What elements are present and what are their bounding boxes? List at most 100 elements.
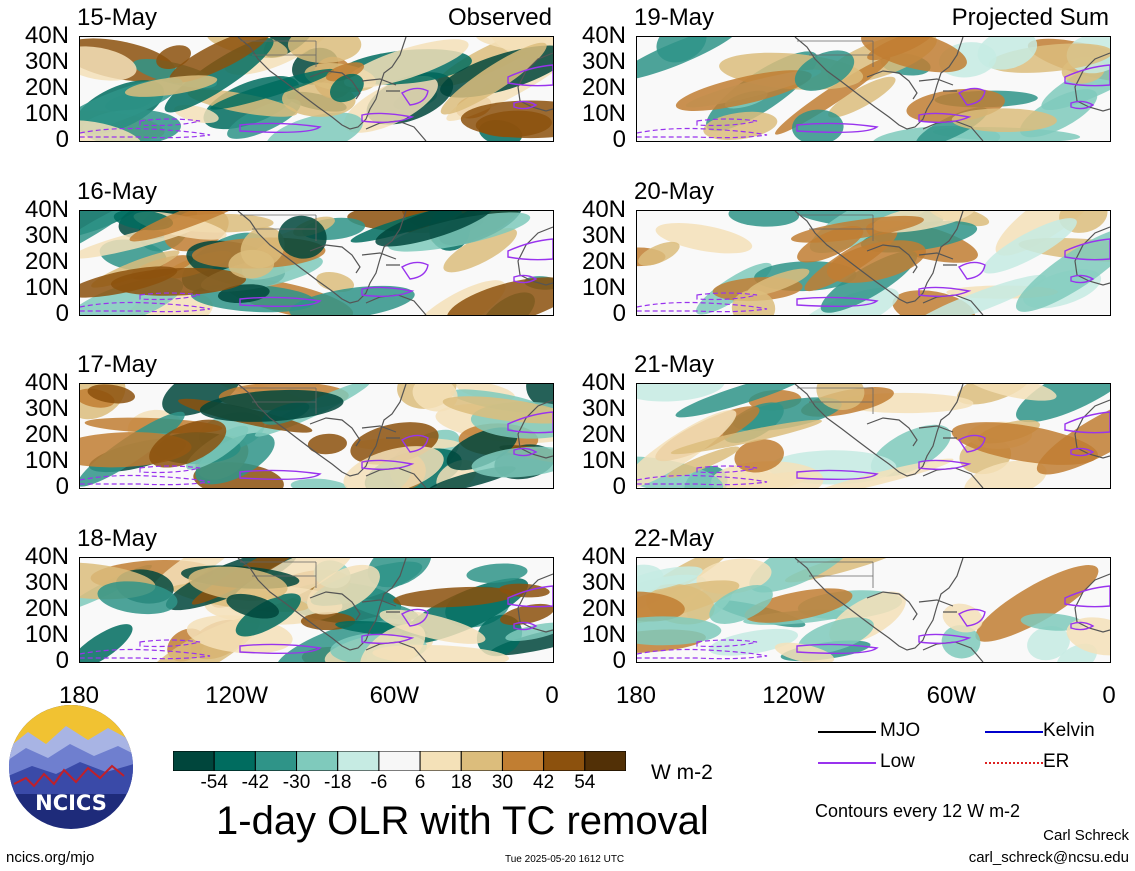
low-contour <box>507 64 553 87</box>
colorbar-tick-label: 54 <box>574 772 596 793</box>
logo-text: NCICS <box>35 791 107 815</box>
y-tick-label: 20N <box>24 248 69 275</box>
olr-anomaly-blob <box>325 62 365 82</box>
olr-anomaly-blob <box>499 583 550 598</box>
colorbar-tick-label: -42 <box>241 772 270 793</box>
legend-line-low <box>818 762 876 764</box>
low-contour <box>239 643 322 655</box>
olr-anomaly-blob <box>975 565 1099 642</box>
olr-anomaly-blob <box>226 593 279 619</box>
coastline <box>794 37 964 130</box>
olr-anomaly-blob <box>156 45 191 70</box>
olr-anomaly-blob <box>964 460 1047 488</box>
y-tick-label: 0 <box>55 473 69 500</box>
low-contour-dashed <box>139 292 201 301</box>
olr-anomaly-blob <box>343 76 438 133</box>
grid-borders <box>240 214 317 241</box>
low-contour <box>507 585 553 608</box>
africa-coast <box>1074 399 1110 459</box>
olr-anomaly-blob <box>80 120 142 141</box>
olr-map-panel <box>79 557 554 663</box>
coastline <box>794 211 964 304</box>
low-contour <box>507 238 553 261</box>
olr-anomaly-blob <box>164 37 274 113</box>
olr-anomaly-blob <box>675 384 810 418</box>
caribbean-islands <box>918 78 957 92</box>
olr-anomaly-blob <box>816 384 865 411</box>
low-contour <box>401 434 429 453</box>
low-contour-dashed <box>139 465 201 474</box>
low-contour-dashed <box>80 127 211 139</box>
colorbar <box>172 750 627 772</box>
colorbar-tick-label: 6 <box>414 772 426 793</box>
olr-anomaly-blob <box>637 616 722 646</box>
low-contour <box>918 459 972 471</box>
y-tick-label: 30N <box>24 48 69 75</box>
y-tick-label: 10N <box>24 100 69 127</box>
low-contour <box>1064 585 1110 608</box>
olr-map-panel <box>636 557 1111 663</box>
olr-anomaly-blob <box>951 108 1057 133</box>
footer-url: ncics.org/mjo <box>6 849 95 866</box>
colorbar-swatch <box>213 750 256 772</box>
footer-email: carl_schreck@ncsu.edu <box>968 849 1129 866</box>
y-tick-label: 40N <box>24 196 69 223</box>
panel-date-label: 18-May <box>77 525 158 552</box>
olr-anomaly-blob <box>966 384 1057 401</box>
olr-anomaly-blob <box>666 446 740 478</box>
olr-anomaly-blob <box>982 218 1077 274</box>
olr-anomaly-blob <box>731 289 776 315</box>
y-tick-label: 0 <box>612 126 626 153</box>
coastline <box>237 558 407 651</box>
olr-anomaly-blob <box>471 446 553 478</box>
olr-anomaly-blob <box>892 290 975 315</box>
caribbean-islands <box>361 599 400 613</box>
olr-anomaly-blob <box>307 564 380 615</box>
low-contour-dashed <box>139 118 201 127</box>
y-tick-label: 10N <box>24 621 69 648</box>
y-tick-label: 20N <box>581 248 626 275</box>
olr-anomaly-blob <box>670 419 823 455</box>
olr-map-panel <box>636 383 1111 489</box>
olr-anomaly-blob <box>1016 384 1110 423</box>
low-contour <box>958 608 986 627</box>
olr-anomaly-blob <box>186 425 249 470</box>
olr-anomaly-blob <box>749 558 857 593</box>
olr-anomaly-blob <box>709 585 773 624</box>
low-contour <box>507 411 553 434</box>
gulf-coast <box>309 244 361 274</box>
low-contour <box>796 296 879 308</box>
low-contour <box>1070 100 1095 110</box>
olr-anomaly-blob <box>526 384 553 409</box>
panel-date-label: 21-May <box>634 351 715 378</box>
olr-anomaly-blob <box>490 623 553 656</box>
colorbar-tick-label: -6 <box>370 772 388 793</box>
gulf-coast <box>309 417 361 447</box>
low-contour-dashed <box>637 474 768 486</box>
olr-anomaly-blob <box>638 241 680 266</box>
olr-anomaly-blob <box>744 588 853 623</box>
y-tick-label: 10N <box>24 274 69 301</box>
olr-anomaly-blob <box>446 427 518 471</box>
low-contour <box>513 274 538 284</box>
y-tick-label: 40N <box>581 543 626 570</box>
low-contour <box>513 100 538 110</box>
y-tick-label: 40N <box>24 369 69 396</box>
colorbar-swatch <box>501 750 545 772</box>
colorbar-swatch <box>460 750 503 772</box>
y-tick-label: 20N <box>24 74 69 101</box>
olr-anomaly-blob <box>149 558 244 596</box>
low-contour <box>239 469 322 481</box>
low-contour <box>1064 238 1110 261</box>
africa-coast <box>1074 52 1110 112</box>
low-contour <box>401 87 429 106</box>
olr-anomaly-blob <box>379 609 486 644</box>
olr-map-panel <box>636 36 1111 142</box>
footer-timestamp: Tue 2025-05-20 1612 UTC <box>505 854 625 865</box>
y-tick-label: 30N <box>24 569 69 596</box>
gulf-coast <box>866 244 918 274</box>
olr-anomaly-blob <box>199 389 344 422</box>
colorbar-swatch <box>419 750 462 772</box>
panel-date-label: 19-May <box>634 4 715 31</box>
olr-anomaly-blob <box>287 37 362 64</box>
